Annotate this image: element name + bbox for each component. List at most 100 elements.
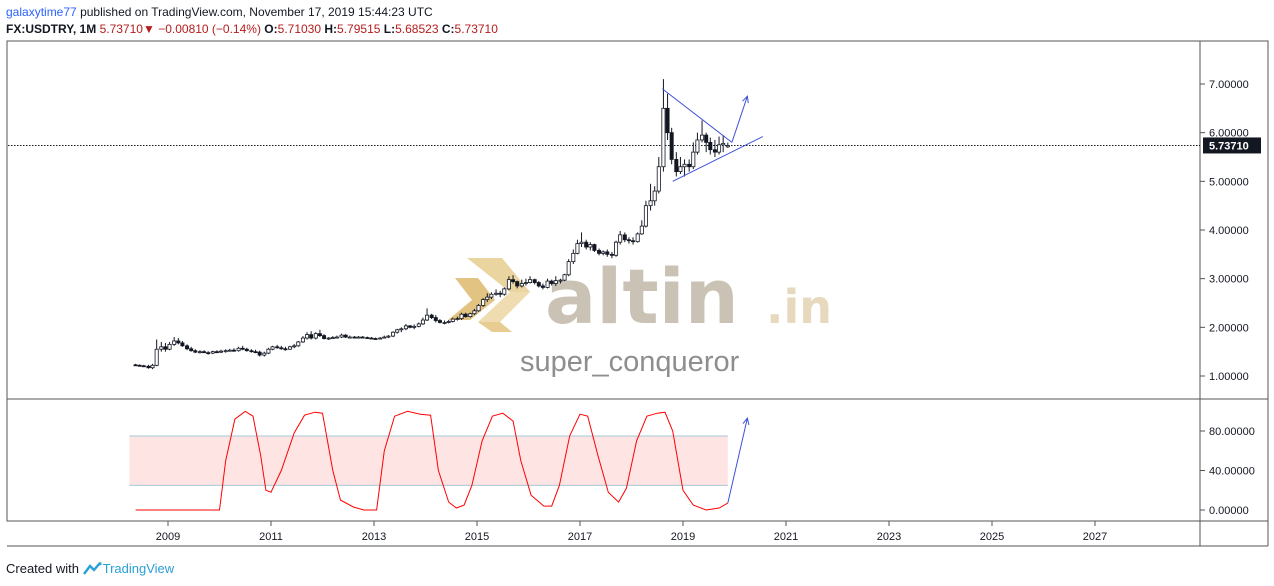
candle-body (665, 107, 670, 134)
candle (378, 337, 383, 340)
created-with-text: Created with (6, 561, 79, 576)
candle-body (275, 346, 280, 349)
candle (236, 346, 241, 352)
candle-body (257, 351, 262, 356)
candle (347, 335, 352, 339)
candle (322, 334, 327, 340)
candle-body (704, 134, 709, 143)
osc-tick-label: 0.00000 (1209, 505, 1249, 517)
price-axis[interactable]: 1.00000 2.00000 3.00000 4.00000 5.00000 6.000… (1200, 79, 1249, 383)
candle (244, 347, 249, 352)
oscillator-axis[interactable]: 0.00000 40.00000 80.00000 (1200, 426, 1255, 517)
candle-body (571, 252, 576, 263)
candle-body (540, 285, 545, 288)
candle-body (674, 159, 679, 172)
author-link[interactable]: galaxytime77 (6, 5, 77, 19)
candle-body (185, 345, 190, 350)
candle (614, 240, 619, 257)
candle-body (283, 348, 288, 351)
candle (566, 259, 571, 277)
candle (472, 308, 477, 316)
candle-body (601, 251, 606, 254)
price-tick-label: 4.00000 (1209, 225, 1249, 237)
candle (674, 152, 679, 177)
candle (695, 132, 700, 155)
candle-body (313, 333, 318, 339)
candle (665, 93, 670, 140)
candle-body (519, 283, 524, 287)
candle-body (382, 336, 387, 339)
price-tick-label: 6.00000 (1209, 128, 1249, 140)
candle (141, 364, 146, 368)
candle-body (459, 313, 464, 319)
candle-body (146, 365, 151, 369)
osc-tick-label: 80.00000 (1209, 426, 1255, 438)
candle (648, 183, 653, 211)
candle-body (399, 328, 404, 331)
time-axis[interactable]: 2009 2011 2013 2015 2017 2019 2021 2023 2025 2027 (156, 521, 1107, 543)
candle (597, 248, 602, 256)
candle-body (133, 364, 138, 367)
price-tick-label: 2.00000 (1209, 322, 1249, 334)
candle (176, 338, 181, 345)
candle-body (614, 241, 619, 256)
candle (708, 137, 713, 155)
candle-body (240, 347, 245, 350)
candle-body (562, 274, 567, 281)
candle-body (626, 239, 631, 242)
watermark-suffix: .in (766, 280, 832, 334)
candle-body (244, 348, 249, 352)
close-value: 5.73710 (454, 22, 498, 36)
candle-body (219, 350, 224, 353)
candle (485, 293, 490, 303)
candle (459, 312, 464, 321)
candle (605, 249, 610, 257)
candle (592, 243, 597, 252)
candle (455, 316, 460, 321)
candle (356, 336, 361, 339)
candle (502, 287, 507, 296)
candle (717, 136, 722, 155)
watermark-brand: altin (545, 252, 739, 341)
candle (528, 276, 533, 284)
candle (133, 363, 138, 367)
candle (481, 298, 486, 307)
candle-body (249, 350, 254, 353)
candle (334, 335, 339, 339)
time-tick-label: 2013 (362, 531, 386, 543)
candle (369, 337, 374, 340)
tradingview-brand[interactable]: TradingView (102, 561, 175, 576)
candle (575, 239, 580, 255)
candle-body (494, 292, 499, 295)
candle-body (292, 345, 297, 348)
candle (442, 320, 447, 325)
candle (408, 324, 413, 329)
candle-body (210, 351, 215, 354)
candle-body (223, 350, 228, 353)
candle (262, 351, 267, 357)
candle (682, 159, 687, 177)
candle-body (678, 166, 683, 172)
candle-body (137, 364, 142, 367)
candle (661, 79, 666, 172)
candle-body (523, 282, 528, 284)
candle (425, 308, 430, 322)
high-value: 5.79515 (337, 22, 381, 36)
trend-drawings[interactable] (662, 88, 764, 182)
candle (558, 278, 563, 284)
candle (489, 292, 494, 300)
candle-body (317, 333, 322, 337)
candle (450, 317, 455, 323)
candle-body (231, 349, 236, 352)
candle (540, 283, 545, 290)
last-price-tag: 5.73710 (1203, 137, 1261, 154)
candle (223, 349, 228, 353)
candle (515, 280, 520, 289)
symbol-label[interactable]: FX:USDTRY, 1M (6, 22, 97, 36)
oscillator-band (129, 435, 728, 486)
candle (588, 242, 593, 251)
candle-body (416, 323, 421, 327)
candle-body (193, 350, 198, 353)
oscillator-arrow-line (727, 418, 748, 504)
